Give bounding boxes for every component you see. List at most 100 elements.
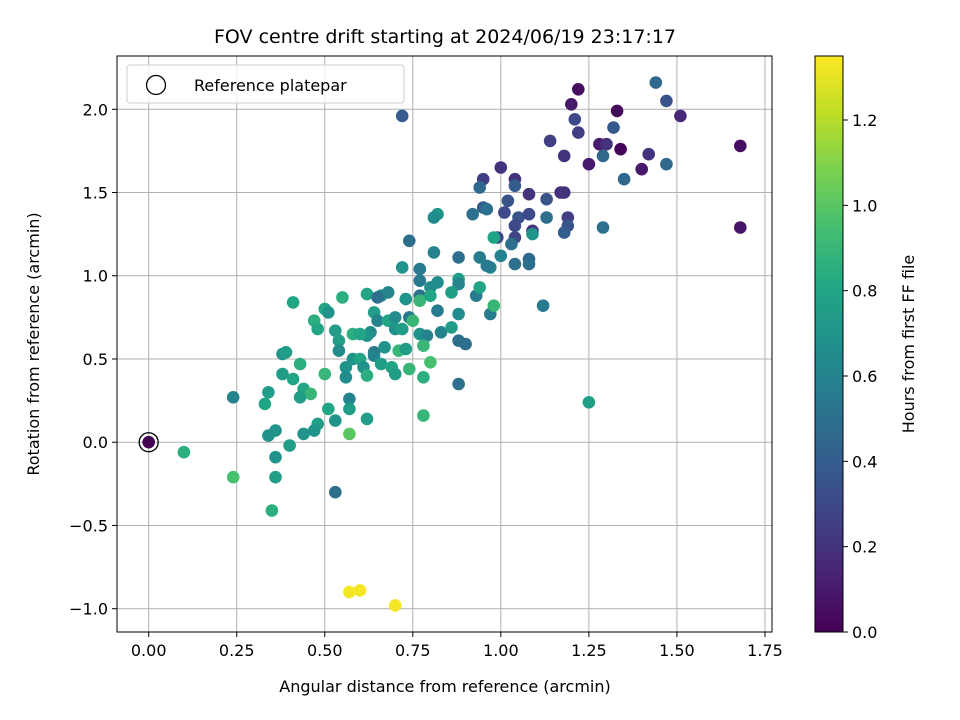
- y-tick-label: 1.0: [83, 267, 108, 286]
- scatter-point: [522, 207, 536, 221]
- scatter-point: [293, 391, 307, 404]
- scatter-point: [572, 126, 585, 139]
- scatter-point: [413, 294, 427, 308]
- scatter-point: [353, 327, 367, 341]
- plot-background: [117, 56, 772, 632]
- plot-area: 0.00 0.25 0.50 0.75 1.00 1.25 1.50 1.75 −1.0 −0.…: [69, 55, 783, 660]
- scatter-point: [142, 435, 155, 449]
- scatter-point: [494, 161, 508, 174]
- scatter-point: [360, 369, 374, 382]
- x-tick-label: 0.00: [131, 641, 167, 660]
- scatter-point: [332, 344, 346, 358]
- y-tick-label: −0.5: [69, 516, 108, 535]
- scatter-point: [473, 281, 487, 294]
- scatter-point: [374, 357, 388, 371]
- scatter-point: [417, 409, 430, 422]
- scatter-point: [508, 179, 522, 193]
- y-tick-label: 0.0: [83, 433, 108, 452]
- scatter-point: [269, 450, 282, 464]
- colorbar-ticks: 0.0 0.2 0.4 0.6 0.8 1.0 1.2: [843, 111, 877, 642]
- scatter-point: [307, 424, 321, 437]
- scatter-point: [565, 98, 578, 111]
- scatter-point: [304, 387, 318, 401]
- scatter-point: [473, 251, 487, 264]
- scatter-point: [177, 445, 191, 459]
- scatter-point: [395, 261, 409, 274]
- scatter-points: [142, 76, 747, 612]
- colorbar-tick-label: 1.0: [852, 196, 877, 215]
- colorbar-frame: [814, 55, 844, 633]
- scatter-point: [452, 377, 465, 391]
- scatter-point: [494, 249, 508, 263]
- scatter-point: [431, 304, 444, 318]
- scatter-point: [322, 402, 335, 416]
- x-axis-ticks: 0.00 0.25 0.50 0.75 1.00 1.25 1.50 1.75: [131, 632, 783, 660]
- x-tick-label: 0.25: [219, 641, 255, 660]
- scatter-point: [424, 289, 437, 303]
- y-tick-label: 2.0: [83, 100, 108, 119]
- scatter-point: [262, 386, 275, 399]
- x-tick-label: 1.50: [659, 641, 695, 660]
- scatter-point: [417, 339, 430, 353]
- scatter-point: [480, 259, 494, 273]
- y-axis-ticks: −1.0 −0.5 0.0 0.5 1.0 1.5 2.0: [69, 100, 117, 619]
- colorbar-label: Hours from first FF file: [899, 255, 918, 434]
- scatter-point: [540, 192, 553, 206]
- plot-frame: [116, 55, 773, 633]
- scatter-point: [635, 162, 648, 176]
- x-tick-label: 1.75: [747, 641, 783, 660]
- scatter-point: [445, 286, 458, 299]
- scatter-point: [276, 367, 289, 381]
- scatter-point: [452, 307, 465, 321]
- scatter-point: [339, 371, 353, 384]
- scatter-point: [293, 357, 307, 371]
- scatter-point: [322, 306, 335, 319]
- scatter-point: [660, 157, 673, 171]
- scatter-point: [501, 194, 515, 208]
- scatter-point: [269, 470, 282, 484]
- reference-marker: [138, 432, 159, 453]
- scatter-point: [258, 397, 272, 411]
- scatter-point: [505, 237, 518, 251]
- scatter-point: [487, 299, 501, 313]
- scatter-point: [614, 142, 627, 156]
- scatter-point: [522, 187, 536, 201]
- scatter-point: [557, 149, 571, 163]
- scatter-point: [329, 485, 342, 499]
- scatter-point: [413, 274, 427, 288]
- scatter-point: [343, 402, 356, 416]
- y-tick-label: 1.5: [83, 184, 108, 203]
- scatter-point: [371, 314, 384, 328]
- scatter-point: [452, 251, 465, 264]
- scatter-point: [642, 147, 655, 161]
- y-axis-label: Rotation from reference (arcmin): [24, 212, 43, 475]
- scatter-point: [388, 367, 402, 381]
- reference-marker-group: [138, 432, 159, 453]
- scatter-point: [343, 427, 356, 441]
- scatter-point: [459, 337, 472, 351]
- colorbar-tick-label: 1.2: [852, 111, 877, 130]
- scatter-point: [378, 341, 391, 354]
- colorbar: 0.0 0.2 0.4 0.6 0.8 1.0 1.2 Hours from first F…: [814, 55, 918, 642]
- y-tick-label: −1.0: [69, 600, 108, 619]
- scatter-point: [367, 349, 381, 363]
- scatter-point: [536, 299, 550, 313]
- scatter-point: [424, 356, 437, 369]
- scatter-point: [262, 429, 275, 442]
- scatter-point: [452, 277, 465, 291]
- scatter-point: [568, 113, 582, 126]
- colorbar-tick-label: 0.0: [852, 623, 877, 642]
- scatter-point: [395, 322, 409, 336]
- scatter-point: [557, 186, 571, 199]
- scatter-point: [226, 391, 240, 404]
- scatter-point: [332, 334, 346, 348]
- scatter-point: [480, 202, 494, 216]
- scatter-point: [466, 207, 480, 221]
- scatter-point: [734, 139, 747, 153]
- scatter-point: [498, 206, 511, 219]
- scatter-point: [508, 257, 522, 271]
- scatter-point: [660, 94, 673, 108]
- x-tick-label: 1.00: [483, 641, 519, 660]
- scatter-point: [388, 311, 402, 324]
